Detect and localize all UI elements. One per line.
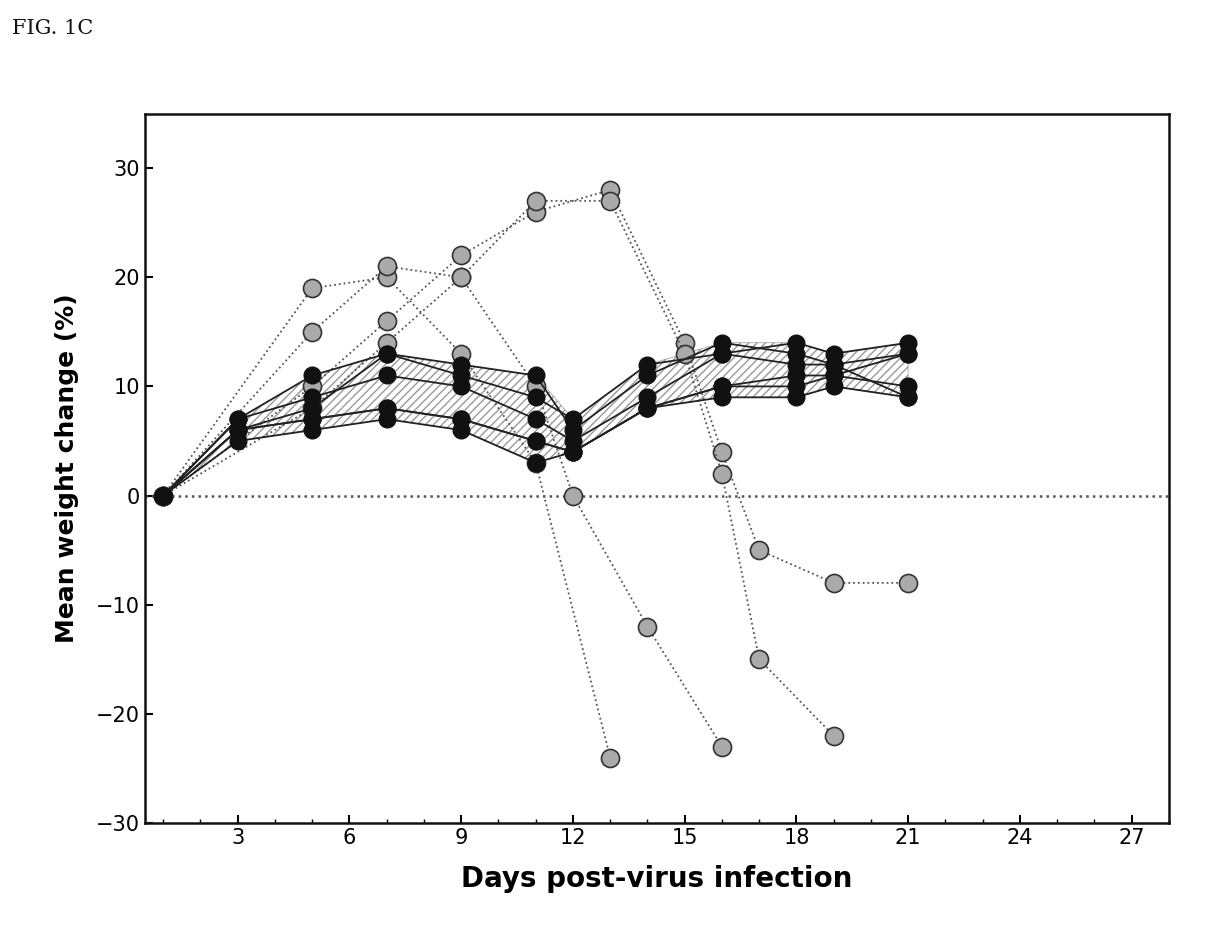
Text: FIG. 1C: FIG. 1C — [12, 19, 93, 38]
Y-axis label: Mean weight change (%): Mean weight change (%) — [55, 293, 80, 643]
X-axis label: Days post-virus infection: Days post-virus infection — [462, 865, 852, 892]
